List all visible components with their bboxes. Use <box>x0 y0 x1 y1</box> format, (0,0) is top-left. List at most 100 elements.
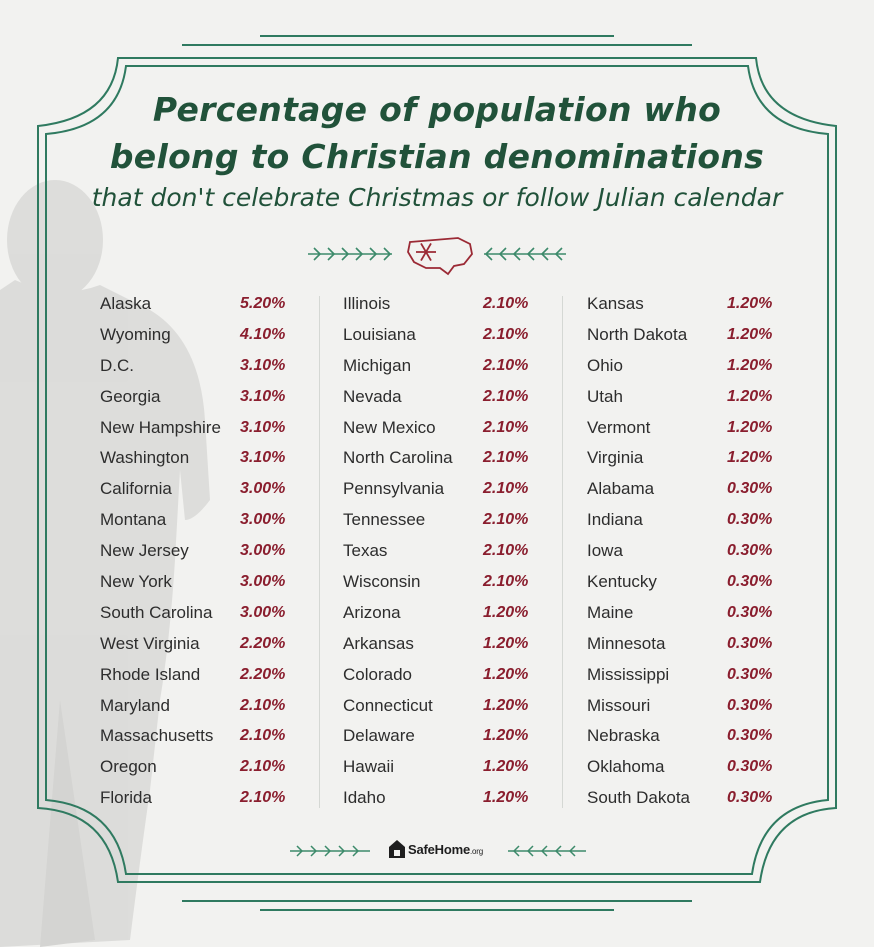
table-row: New Hampshire 3.10% <box>100 413 315 444</box>
percentage-value: 2.10% <box>240 696 286 714</box>
state-name: Michigan <box>343 355 412 375</box>
percentage-value: 3.00% <box>240 542 286 560</box>
state-name: New Jersey <box>100 541 189 561</box>
percentage-value: 1.20% <box>483 603 529 621</box>
state-name: Connecticut <box>343 695 433 715</box>
logo-suffix: .org <box>469 847 483 856</box>
state-name: Massachusetts <box>100 726 214 746</box>
state-name: Utah <box>587 386 623 406</box>
table-row: Arizona 1.20% <box>343 598 558 629</box>
table-row: Nevada 2.10% <box>343 382 558 413</box>
table-row: Minnesota 0.30% <box>587 629 802 660</box>
table-row: Nebraska 0.30% <box>587 721 802 752</box>
table-row: Washington 3.10% <box>100 443 315 474</box>
table-row: West Virginia 2.20% <box>100 629 315 660</box>
table-row: Michigan 2.10% <box>343 351 558 382</box>
state-name: North Carolina <box>343 448 453 468</box>
state-name: Minnesota <box>587 633 666 653</box>
state-name: Maine <box>587 602 634 622</box>
state-name: Indiana <box>587 510 643 530</box>
percentage-value: 3.00% <box>240 511 286 529</box>
state-name: Delaware <box>343 726 415 746</box>
table-row: Kentucky 0.30% <box>587 567 802 598</box>
percentage-value: 2.10% <box>240 727 286 745</box>
table-row: Illinois 2.10% <box>343 289 558 320</box>
percentage-value: 2.20% <box>240 634 286 652</box>
percentage-value: 3.10% <box>240 449 286 467</box>
table-row: Virginia 1.20% <box>587 443 802 474</box>
percentage-value: 4.10% <box>240 325 286 343</box>
percentage-value: 0.30% <box>727 573 773 591</box>
percentage-value: 1.20% <box>483 634 529 652</box>
percentage-value: 1.20% <box>483 665 529 683</box>
table-row: Alaska 5.20% <box>100 289 315 320</box>
table-row: Wisconsin 2.10% <box>343 567 558 598</box>
state-name: South Dakota <box>587 788 691 808</box>
percentage-value: 2.20% <box>240 665 286 683</box>
state-name: Kentucky <box>587 572 657 592</box>
state-name: West Virginia <box>100 633 200 653</box>
percentage-value: 0.30% <box>727 480 773 498</box>
table-row: Hawaii 1.20% <box>343 752 558 783</box>
percentage-value: 0.30% <box>727 789 773 807</box>
title-line-1: Percentage of population who <box>152 90 722 129</box>
table-row: Montana 3.00% <box>100 505 315 536</box>
percentage-value: 3.00% <box>240 603 286 621</box>
state-name: Alaska <box>100 294 152 313</box>
percentage-value: 3.10% <box>240 387 286 405</box>
table-row: North Carolina 2.10% <box>343 443 558 474</box>
logo-name: SafeHome <box>408 842 470 857</box>
state-name: Rhode Island <box>100 664 201 684</box>
table-row: Iowa 0.30% <box>587 536 802 567</box>
percentage-value: 3.00% <box>240 573 286 591</box>
ornament-divider <box>308 237 566 276</box>
percentage-value: 3.10% <box>240 356 286 374</box>
table-row: Idaho 1.20% <box>343 783 558 814</box>
table-row: Arkansas 1.20% <box>343 629 558 660</box>
table-row: Vermont 1.20% <box>587 413 802 444</box>
state-name: Louisiana <box>343 324 416 344</box>
table-row: Connecticut 1.20% <box>343 691 558 722</box>
table-row: Colorado 1.20% <box>343 660 558 691</box>
table-row: Rhode Island 2.20% <box>100 660 315 691</box>
state-name: Wyoming <box>100 324 171 344</box>
table-row: Pennsylvania 2.10% <box>343 474 558 505</box>
percentage-value: 2.10% <box>240 789 286 807</box>
percentage-value: 2.10% <box>483 480 529 498</box>
percentage-value: 1.20% <box>483 696 529 714</box>
table-row: South Carolina 3.00% <box>100 598 315 629</box>
state-name: Hawaii <box>343 757 395 777</box>
table-row: Georgia 3.10% <box>100 382 315 413</box>
state-name: Oklahoma <box>587 757 665 777</box>
title-line-2: belong to Christian denominations <box>109 137 765 176</box>
table-row: New Mexico 2.10% <box>343 413 558 444</box>
percentage-value: 3.10% <box>240 418 286 436</box>
house-logo-icon <box>389 840 405 858</box>
snowflake-usa-map-icon <box>407 237 473 276</box>
table-row: Delaware 1.20% <box>343 721 558 752</box>
percentage-value: 2.10% <box>483 449 529 467</box>
state-name: Idaho <box>343 788 386 808</box>
percentage-value: 1.20% <box>727 418 773 436</box>
percentage-value: 2.10% <box>483 418 529 436</box>
chart-subtitle: that don't celebrate Christmas or follow… <box>91 183 783 212</box>
state-name: Alabama <box>587 479 655 499</box>
percentage-value: 2.10% <box>483 325 529 343</box>
column-separator <box>319 296 320 808</box>
table-row: Kansas 1.20% <box>587 289 802 320</box>
percentage-value: 1.20% <box>727 356 773 374</box>
state-name: Iowa <box>587 541 623 561</box>
state-name: Virginia <box>587 448 644 468</box>
percentage-value: 1.20% <box>727 325 773 343</box>
state-name: New Mexico <box>343 417 436 437</box>
percentage-value: 2.10% <box>483 542 529 560</box>
percentage-value: 1.20% <box>727 387 773 405</box>
percentage-value: 0.30% <box>727 727 773 745</box>
state-name: Florida <box>100 788 152 808</box>
state-column-2: Illinois 2.10% Louisiana 2.10% Michigan 2.10%… <box>343 289 558 814</box>
percentage-value: 0.30% <box>727 511 773 529</box>
state-name: New Hampshire <box>100 417 221 437</box>
table-row: Missouri 0.30% <box>587 691 802 722</box>
state-name: Vermont <box>587 417 651 437</box>
